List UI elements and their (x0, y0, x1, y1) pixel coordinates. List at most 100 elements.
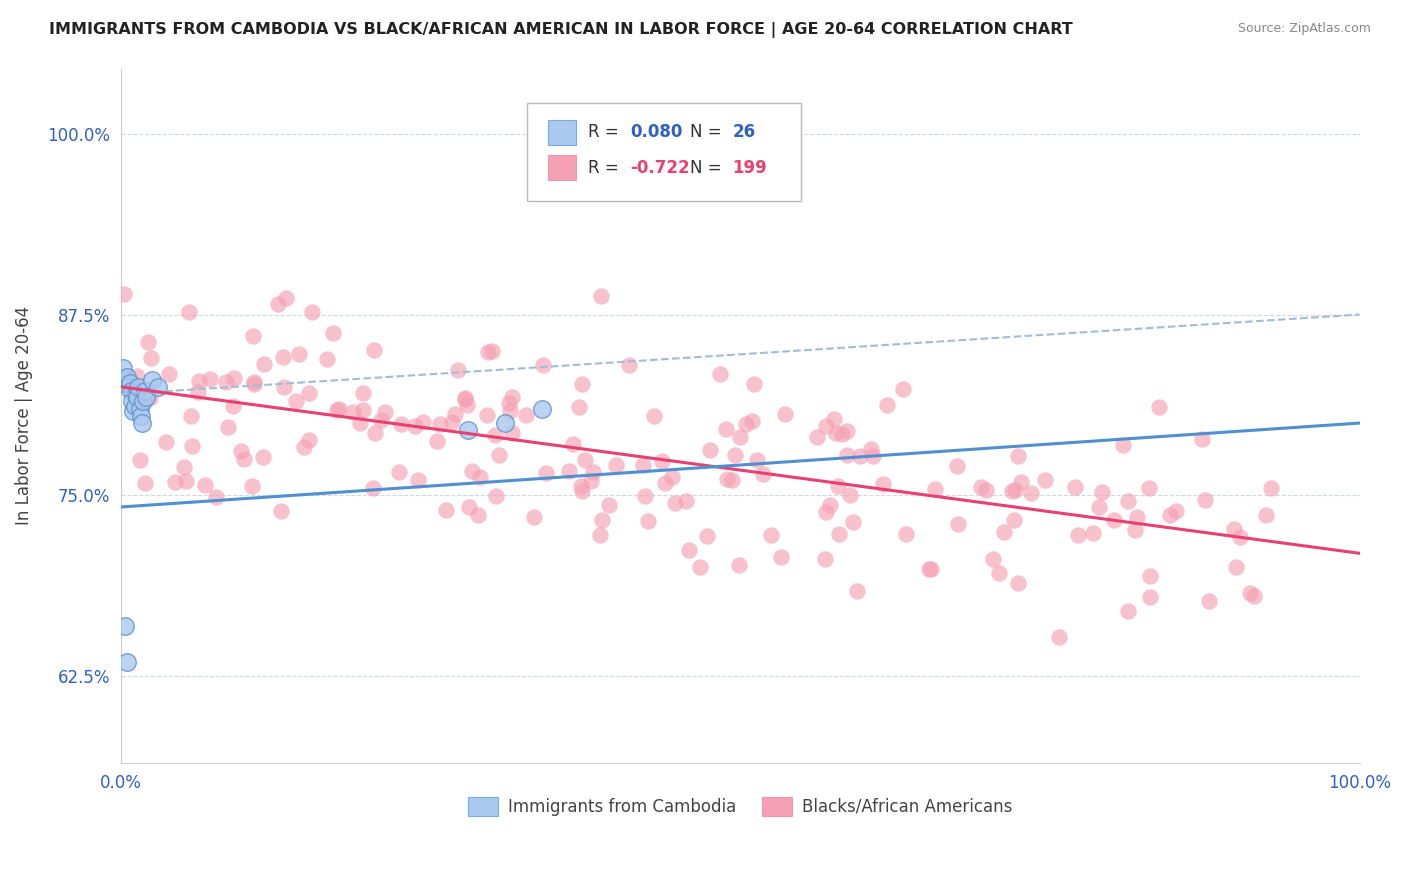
Point (1223, 522, 1246, 536)
Point (454, 392, 477, 407)
Point (1007, 576, 1029, 591)
Point (1116, 494, 1139, 508)
Text: 0.080: 0.080 (630, 123, 682, 141)
Point (1001, 483, 1024, 498)
Point (1126, 510, 1149, 524)
Point (267, 297, 290, 311)
Point (485, 489, 508, 503)
Point (823, 412, 845, 426)
Point (993, 524, 1015, 539)
Point (1198, 594, 1220, 608)
Text: 199: 199 (733, 159, 768, 177)
Point (1002, 512, 1025, 526)
Point (1137, 481, 1160, 495)
Point (1194, 493, 1216, 508)
Point (470, 470, 492, 484)
Point (523, 509, 546, 524)
Point (125, 387, 148, 401)
Point (121, 394, 143, 409)
Point (204, 490, 226, 504)
Point (501, 425, 523, 440)
Text: Source: ZipAtlas.com: Source: ZipAtlas.com (1237, 22, 1371, 36)
Point (699, 443, 721, 458)
Point (745, 453, 768, 467)
Point (619, 359, 641, 373)
Point (1112, 437, 1135, 451)
Point (651, 454, 673, 468)
Point (987, 566, 1010, 581)
Point (477, 344, 499, 359)
Point (581, 465, 603, 479)
Point (775, 407, 797, 421)
Point (814, 419, 837, 434)
Point (1166, 504, 1188, 518)
Point (654, 475, 676, 490)
Point (349, 417, 371, 431)
Point (1243, 589, 1265, 603)
Point (561, 437, 583, 451)
Point (678, 543, 700, 558)
Point (198, 372, 221, 386)
Point (141, 373, 163, 387)
Point (709, 367, 731, 381)
Point (1091, 484, 1114, 499)
Point (177, 305, 200, 319)
Point (571, 483, 593, 498)
Point (1225, 560, 1247, 574)
Point (825, 425, 848, 440)
Point (135, 390, 157, 404)
Point (242, 329, 264, 343)
Point (721, 473, 744, 487)
Point (118, 376, 141, 390)
Point (661, 470, 683, 484)
Point (1159, 508, 1181, 522)
Point (114, 373, 136, 387)
Point (842, 515, 865, 529)
Point (243, 375, 266, 389)
Point (404, 419, 426, 434)
Point (222, 399, 245, 413)
Point (456, 399, 478, 413)
Point (232, 451, 254, 466)
Point (1260, 481, 1282, 495)
Point (531, 401, 554, 416)
Point (124, 399, 146, 413)
Point (129, 452, 152, 467)
Text: N =: N = (690, 159, 727, 177)
Point (155, 435, 177, 450)
Point (242, 377, 264, 392)
Point (134, 384, 156, 399)
Point (920, 562, 942, 576)
Point (637, 514, 659, 528)
Point (475, 409, 498, 423)
Point (127, 390, 149, 404)
Point (945, 458, 967, 473)
Point (981, 552, 1004, 566)
Point (115, 376, 138, 391)
Point (187, 384, 209, 399)
Legend: Immigrants from Cambodia, Blacks/African Americans: Immigrants from Cambodia, Blacks/African… (460, 789, 1021, 824)
Point (728, 430, 751, 444)
Point (1239, 586, 1261, 600)
Point (328, 402, 350, 417)
Point (1010, 475, 1032, 490)
Point (896, 526, 918, 541)
Point (643, 409, 665, 424)
Point (872, 477, 894, 491)
Point (273, 380, 295, 394)
Point (429, 417, 451, 432)
Text: R =: R = (588, 123, 624, 141)
Point (181, 439, 204, 453)
Point (217, 420, 239, 434)
Point (534, 466, 557, 480)
Point (716, 472, 738, 486)
Point (891, 382, 914, 396)
Point (127, 380, 149, 394)
Point (467, 508, 489, 523)
Point (115, 655, 138, 669)
Point (918, 562, 941, 576)
Point (112, 286, 135, 301)
Point (689, 560, 711, 574)
Point (1067, 528, 1090, 542)
Point (862, 450, 884, 464)
